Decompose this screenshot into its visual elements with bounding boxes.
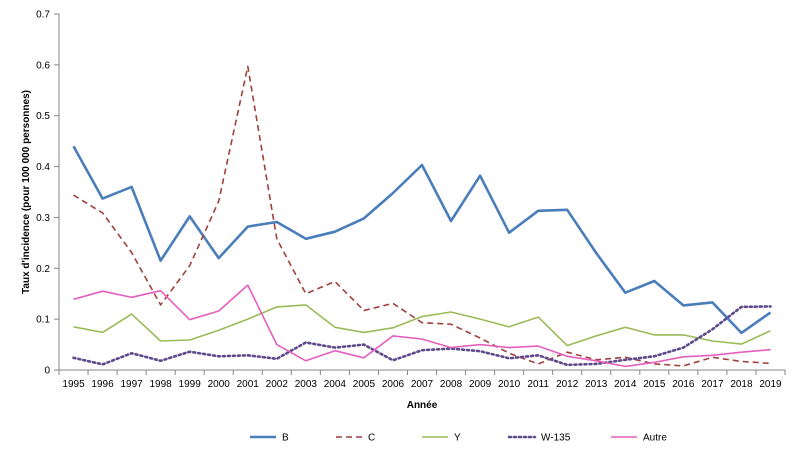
x-tick-label: 1996 xyxy=(91,379,114,390)
y-tick-label: 0.2 xyxy=(36,264,50,275)
x-tick-label: 2017 xyxy=(701,379,724,390)
legend-label-c: C xyxy=(368,433,375,444)
x-tick-label: 2018 xyxy=(730,379,753,390)
x-tick-label: 2005 xyxy=(353,379,376,390)
legend-label-y: Y xyxy=(454,433,461,444)
x-tick-label: 2014 xyxy=(614,379,637,390)
y-tick-label: 0.6 xyxy=(36,60,50,71)
legend: B C Y W-135 Autre xyxy=(250,433,667,444)
series-line-y xyxy=(73,304,771,347)
axes xyxy=(54,13,786,375)
x-tick-label: 2012 xyxy=(556,379,579,390)
x-tick-label: 2015 xyxy=(643,379,666,390)
x-tick-label: 2009 xyxy=(469,379,492,390)
y-tick-label: 0.3 xyxy=(36,213,50,224)
x-tick-label: 2016 xyxy=(672,379,695,390)
series-line-autre xyxy=(73,284,771,368)
x-tick-label: 2006 xyxy=(382,379,405,390)
y-axis-title: Taux d'incidence (pour 100 000 personnes… xyxy=(21,90,32,294)
x-tick-label: 2019 xyxy=(759,379,782,390)
x-tick-label: 2004 xyxy=(324,379,347,390)
x-tick-label: 2001 xyxy=(237,379,260,390)
series-line-b xyxy=(72,145,772,335)
y-tick-labels: 0 0.1 0.2 0.3 0.4 0.5 0.6 0.7 xyxy=(36,10,50,377)
x-tick-labels: 1995 1996 1997 1998 1999 2000 2001 2002 2003 2004… xyxy=(62,379,782,390)
x-tick-label: 1999 xyxy=(179,379,202,390)
x-tick-label: 2002 xyxy=(266,379,289,390)
legend-label-w-135: W-135 xyxy=(541,433,571,444)
x-tick-label: 2003 xyxy=(295,379,318,390)
x-tick-label: 2008 xyxy=(440,379,463,390)
y-tick-label: 0.1 xyxy=(36,315,50,326)
y-tick-label: 0.7 xyxy=(36,10,50,21)
x-tick-label: 2013 xyxy=(585,379,608,390)
x-tick-label: 1995 xyxy=(62,379,85,390)
legend-label-autre: Autre xyxy=(643,433,667,444)
series-line-c xyxy=(73,65,771,367)
y-tick-label: 0.4 xyxy=(36,162,50,173)
x-axis-title: Année xyxy=(407,400,438,411)
x-tick-label: 2011 xyxy=(527,379,549,390)
y-tick-label: 0 xyxy=(44,366,50,377)
series-line-w-135 xyxy=(72,305,772,367)
x-tick-label: 1997 xyxy=(120,379,143,390)
x-tick-label: 2007 xyxy=(411,379,434,390)
x-tick-label: 2000 xyxy=(208,379,231,390)
series-lines xyxy=(72,65,772,368)
y-tick-label: 0.5 xyxy=(36,111,50,122)
x-tick-label: 1998 xyxy=(150,379,173,390)
legend-label-b: B xyxy=(282,433,289,444)
x-tick-label: 2010 xyxy=(498,379,521,390)
